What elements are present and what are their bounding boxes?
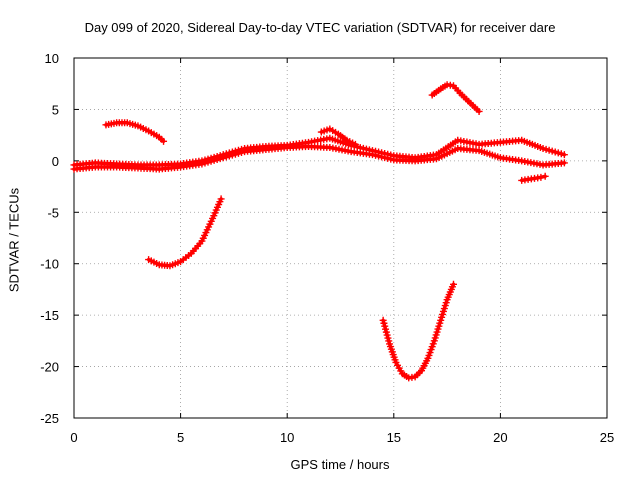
y-axis-label: SDTVAR / TECUs	[6, 187, 22, 293]
data-point	[475, 107, 483, 115]
data-point	[449, 280, 457, 288]
data-point	[204, 158, 212, 166]
series-main-band-upper	[70, 134, 568, 169]
y-tick-label: 10	[45, 51, 59, 66]
data-point	[160, 137, 168, 145]
data-point	[372, 151, 380, 159]
series-dip-afternoon	[379, 280, 457, 382]
data-point	[228, 151, 236, 159]
data-point	[201, 159, 209, 167]
data-point	[219, 154, 227, 162]
x-tick-label: 25	[600, 430, 614, 445]
y-tick-label: 0	[52, 154, 59, 169]
data-point	[542, 145, 550, 153]
x-tick-label: 15	[387, 430, 401, 445]
x-tick-label: 20	[493, 430, 507, 445]
data-point	[198, 160, 206, 168]
data-point	[384, 154, 392, 162]
plot-frame	[73, 57, 608, 419]
data-point	[539, 145, 547, 153]
data-point	[207, 157, 215, 165]
data-point	[548, 147, 556, 155]
series-arc-early	[102, 119, 168, 145]
data-point	[545, 146, 553, 154]
data-point	[368, 151, 376, 159]
series-spike-mid	[317, 125, 359, 148]
x-tick-label: 10	[280, 430, 294, 445]
data-point	[554, 149, 562, 157]
data-point	[551, 148, 559, 156]
data-point	[351, 140, 359, 148]
series-dip-morning	[145, 195, 225, 270]
data-point	[378, 153, 386, 161]
grid-lines	[74, 58, 607, 418]
data-point	[210, 156, 218, 164]
data-point	[537, 173, 545, 181]
series-arc-evening	[428, 81, 483, 115]
series-main-band-lower	[70, 142, 568, 173]
data-point	[238, 148, 246, 156]
series-line	[146, 197, 223, 268]
series-short-late	[518, 172, 549, 184]
data-point	[541, 172, 549, 180]
data-marks	[70, 81, 568, 382]
data-point	[387, 155, 395, 163]
data-point	[222, 153, 230, 161]
y-tick-label: -25	[40, 411, 59, 426]
x-tick-label: 5	[177, 430, 184, 445]
y-tick-label: 5	[52, 102, 59, 117]
data-point	[560, 151, 568, 159]
y-tick-label: -5	[47, 205, 59, 220]
data-point	[216, 155, 224, 163]
data-point	[217, 195, 225, 203]
data-point	[231, 150, 239, 158]
data-point	[560, 159, 568, 167]
y-tick-label: -15	[40, 308, 59, 323]
data-point	[213, 156, 221, 164]
data-point	[225, 152, 233, 160]
data-point	[234, 149, 242, 157]
chart-title: Day 099 of 2020, Sidereal Day-to-day VTE…	[84, 20, 556, 35]
x-axis-label: GPS time / hours	[290, 457, 390, 472]
data-point	[557, 150, 565, 158]
x-tick-label: 0	[70, 430, 77, 445]
data-point	[381, 154, 389, 162]
data-point	[375, 152, 383, 160]
y-tick-label: -20	[40, 360, 59, 375]
y-tick-label: -10	[40, 257, 59, 272]
axis-ticks: 0 5 10 15 20 25 10 5 0 -5 -10 -15 -20 -25	[40, 51, 614, 445]
